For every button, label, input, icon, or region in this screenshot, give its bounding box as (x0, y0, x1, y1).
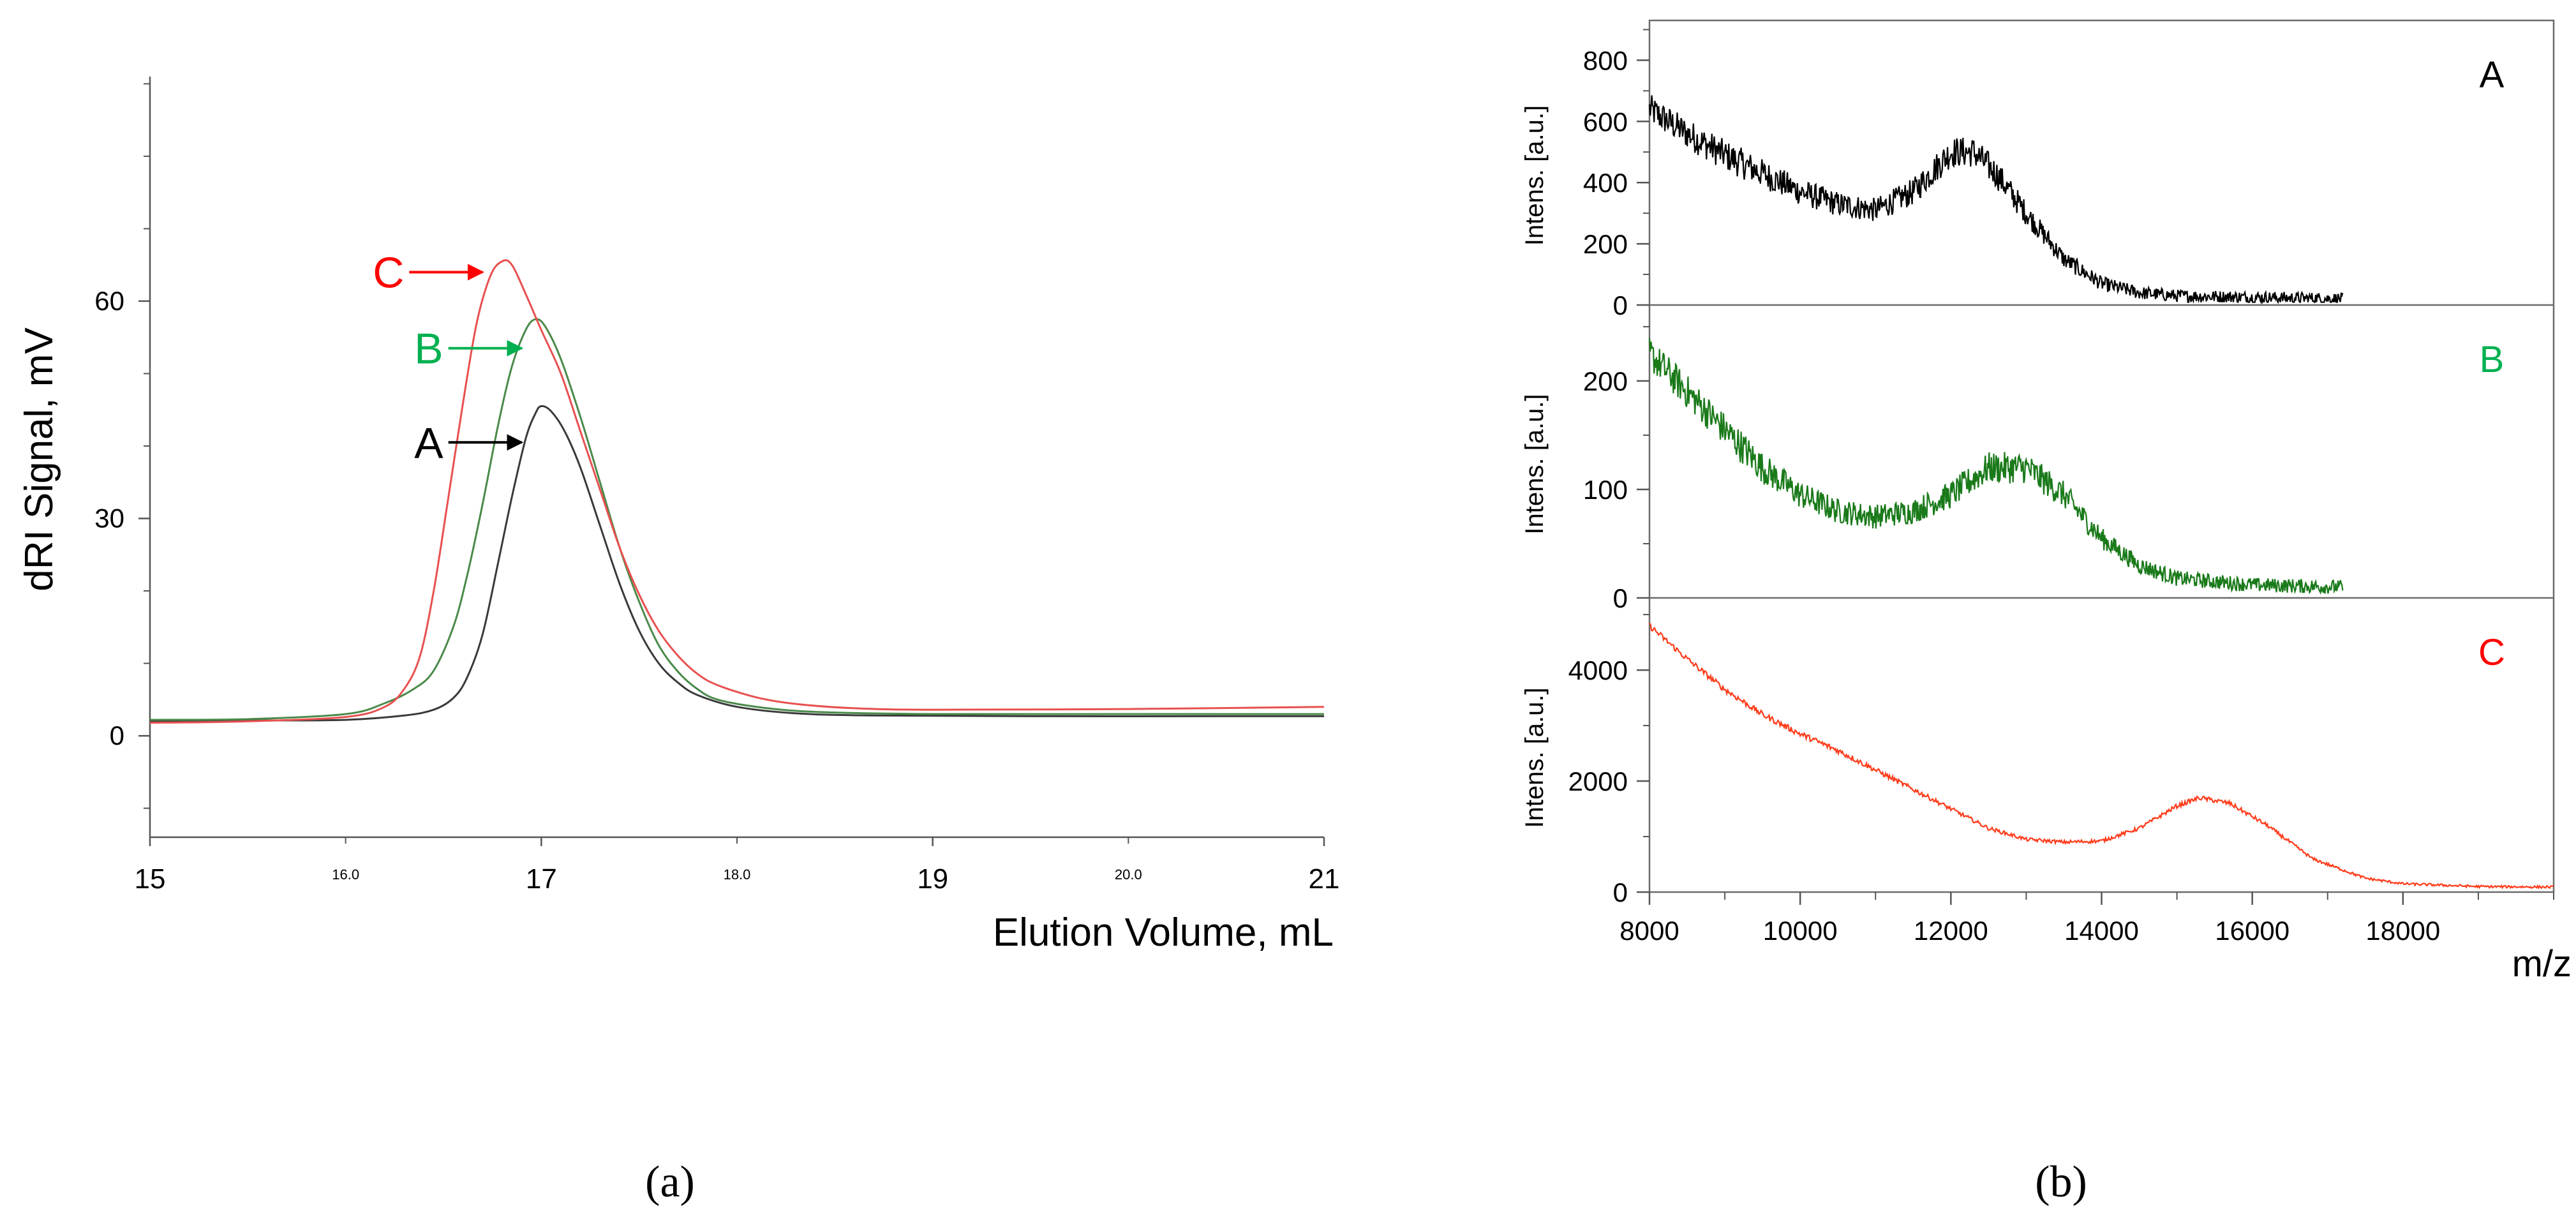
panel-b-subpanels: 0 200 400 600 800 Intens. [a.u.] A 0 100 200 Inten… (1521, 29, 2554, 907)
panel-a-label-a: A (414, 419, 443, 467)
panel-b-y-tick-label: 2000 (1568, 766, 1628, 796)
panel-a-series-c-line (149, 259, 1325, 724)
panel-a-series-b-line (149, 318, 1324, 721)
panel-b-axes (1648, 19, 2555, 893)
panel-b-x-ticks: 8000 10000 12000 14000 16000 18000 (1619, 892, 2554, 946)
panel-a-label-b: B (414, 325, 443, 373)
panel-b-x-tick-label: 14000 (2064, 916, 2139, 946)
panel-a-x-tick-label: 21 (1309, 863, 1340, 895)
panel-a-axes (149, 77, 1324, 838)
panel-b-x-tick-label: 8000 (1619, 916, 1679, 946)
panel-b-x-axis-label: m/z (2512, 943, 2572, 985)
panel-a-x-minor-tick-label: 18.0 (724, 867, 751, 883)
panel-a-series (149, 259, 1325, 724)
panel-b-y-axis-label: Intens. [a.u.] (1521, 394, 1549, 534)
panel-b-x-tick-label: 12000 (1914, 916, 1988, 946)
panel-b-spectrum-b (1648, 338, 2344, 595)
panel-a-y-tick-label: 60 (94, 286, 124, 316)
panel-b-x-tick-label: 16000 (2215, 916, 2289, 946)
panel-a-x-minor-tick-label: 20.0 (1115, 867, 1142, 883)
panel-b-subpanel-c: 0 2000 4000 Intens. [a.u.] C (1521, 614, 2554, 907)
panel-b-y-tick-label: 100 (1583, 475, 1628, 505)
panel-b-subpanel-a: 0 200 400 600 800 Intens. [a.u.] A (1521, 29, 2554, 320)
panel-a-label-c: C (373, 249, 404, 297)
panel-a-series-a-line (149, 405, 1324, 722)
panel-a-annotations: ABC (373, 249, 524, 467)
panel-a-y-axis-label: dRI Signal, mV (17, 327, 61, 592)
panel-b-x-tick-label: 10000 (1763, 916, 1838, 946)
panel-b-y-axis-label: Intens. [a.u.] (1521, 105, 1549, 246)
panel-b-spectrum-a (1648, 95, 2344, 305)
panel-b-x-tick-label: 18000 (2365, 916, 2440, 946)
panel-b-caption: (b) (2035, 1158, 2087, 1207)
panel-b-y-tick-label: 0 (1613, 877, 1628, 907)
panel-b-y-tick-label: 200 (1583, 229, 1628, 259)
panel-a-y-tick-label: 30 (94, 503, 124, 533)
panel-a-x-tick-label: 17 (526, 863, 557, 895)
panel-a: 0 30 60 15 17 19 21 16.0 18.0 20.0 ABC Elution Vo… (17, 77, 1339, 1207)
panel-a-y-tick-label: 0 (110, 720, 124, 750)
panel-b-label-c: C (2478, 632, 2505, 673)
panel-b-y-tick-label: 400 (1583, 168, 1628, 198)
panel-b-spectrum-c (1649, 622, 2554, 890)
panel-b-y-tick-label: 800 (1583, 45, 1628, 75)
panel-a-caption: (a) (645, 1158, 695, 1207)
panel-b-y-tick-label: 0 (1613, 290, 1628, 320)
panel-b-y-tick-label: 200 (1583, 366, 1628, 396)
panel-b-y-tick-label: 600 (1583, 107, 1628, 137)
panel-a-x-minor-tick-label: 16.0 (332, 867, 359, 883)
panel-a-x-tick-label: 15 (135, 863, 166, 895)
panel-b: 0 200 400 600 800 Intens. [a.u.] A 0 100 200 Inten… (1521, 19, 2572, 1207)
panel-b-label-b: B (2480, 339, 2505, 380)
panel-a-x-axis-label: Elution Volume, mL (993, 911, 1334, 955)
panel-b-subpanel-b: 0 100 200 Intens. [a.u.] B (1521, 326, 2554, 613)
panel-b-y-tick-label: 4000 (1568, 655, 1628, 685)
panel-b-y-tick-label: 0 (1613, 583, 1628, 613)
panel-b-label-a: A (2480, 54, 2505, 96)
panel-b-frame (1648, 19, 2555, 893)
panel-a-x-tick-label: 19 (917, 863, 948, 895)
panel-b-y-axis-label: Intens. [a.u.] (1521, 687, 1549, 828)
panel-a-ticks: 0 30 60 15 17 19 21 16.0 18.0 20.0 (94, 83, 1340, 895)
